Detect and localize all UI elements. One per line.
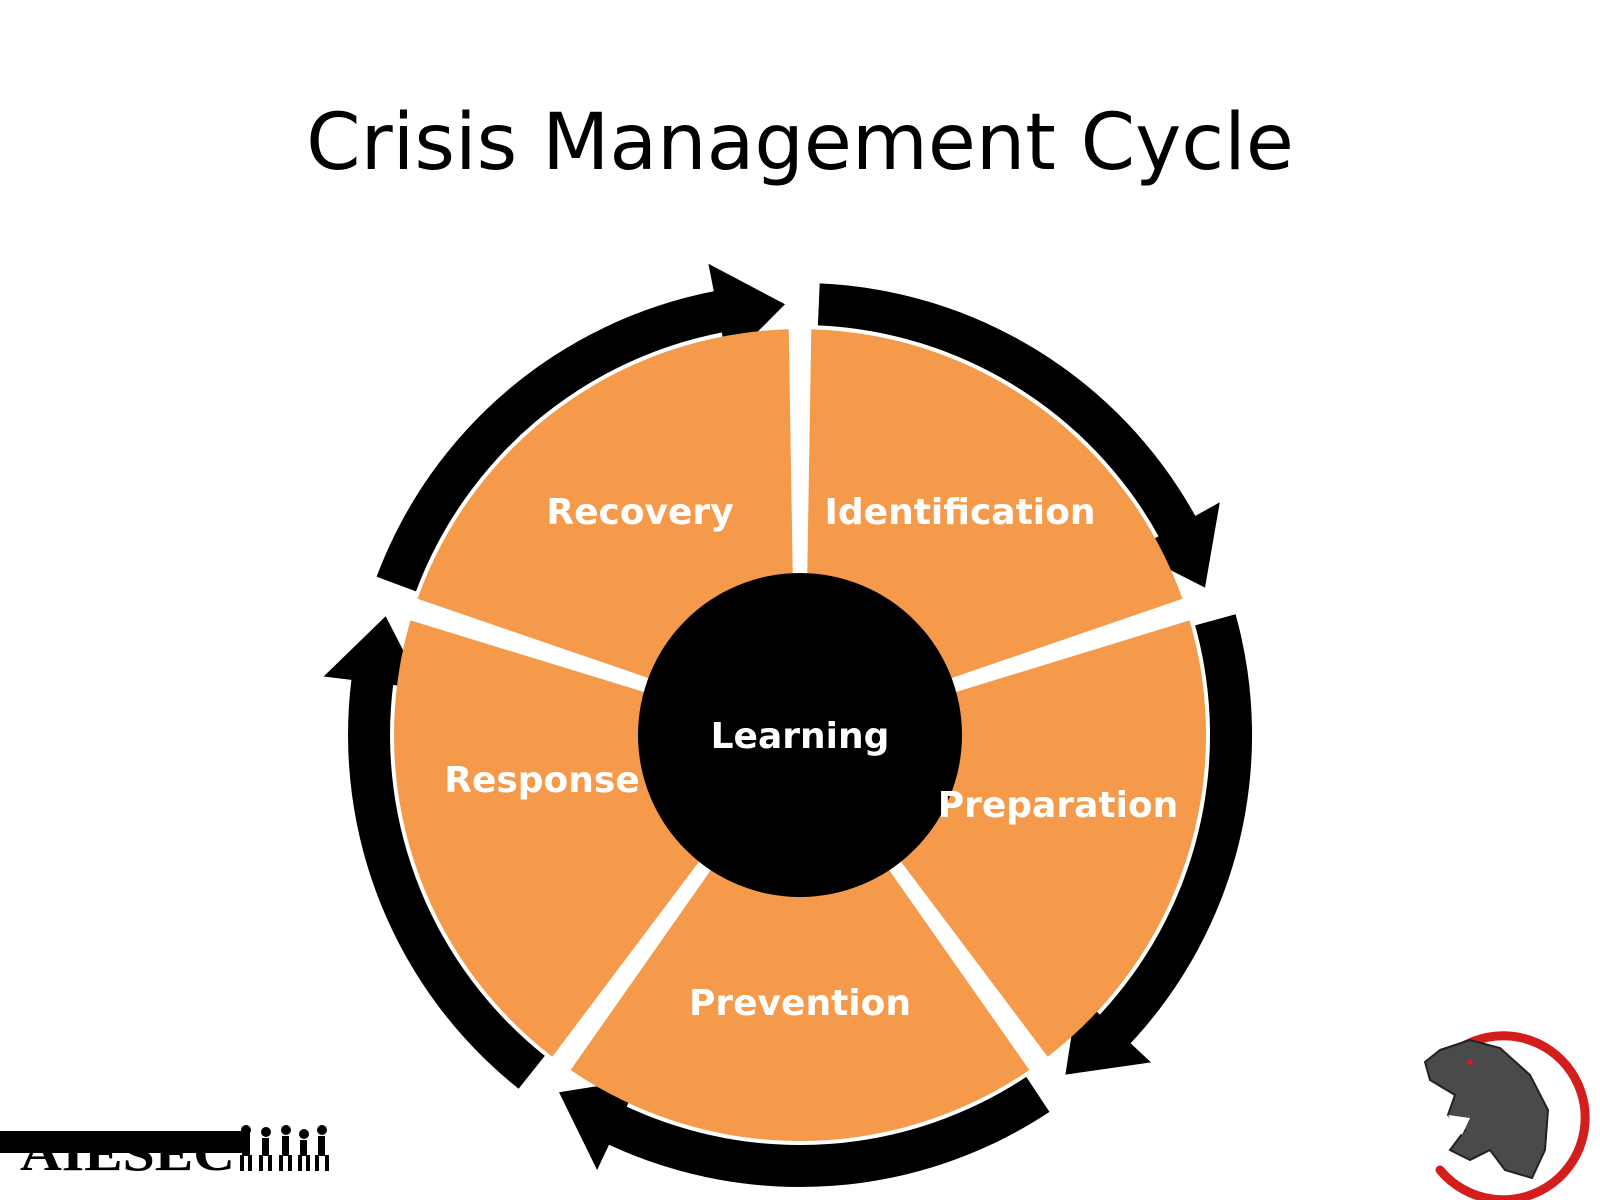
aiesec-logo-text: AIESEC: [20, 1125, 235, 1181]
slide-title: Crisis Management Cycle: [306, 98, 1294, 188]
segment-label-prevention: Prevention: [689, 983, 911, 1024]
cycle-arrow-preparation: [1065, 614, 1253, 1075]
walking-people-icon: [240, 1125, 329, 1171]
cycle-arrow-response: [323, 616, 545, 1089]
segment-prevention: [570, 743, 1030, 1142]
cycle-arrow-identification: [817, 283, 1220, 588]
segment-label-preparation: Preparation: [938, 785, 1179, 826]
aiesec-logo-bar: [0, 1131, 250, 1153]
dinosaur-head: [1423, 1038, 1550, 1180]
aiesec-logo: AIESEC: [0, 1125, 329, 1181]
dinosaur-eye: [1467, 1059, 1473, 1065]
dinosaur-jaw: [1448, 1115, 1470, 1135]
cycle-arrow-recovery: [376, 263, 785, 592]
segment-label-identification: Identification: [825, 492, 1096, 533]
segment-label-recovery: Recovery: [546, 492, 733, 533]
center-circle: [638, 573, 962, 897]
emblem-ring: [1435, 1031, 1590, 1200]
dinosaur-emblem-icon: [1423, 1031, 1590, 1200]
segment-label-response: Response: [444, 760, 640, 801]
cycle-arrow-prevention: [559, 1076, 1050, 1188]
center-label: Learning: [711, 716, 890, 757]
